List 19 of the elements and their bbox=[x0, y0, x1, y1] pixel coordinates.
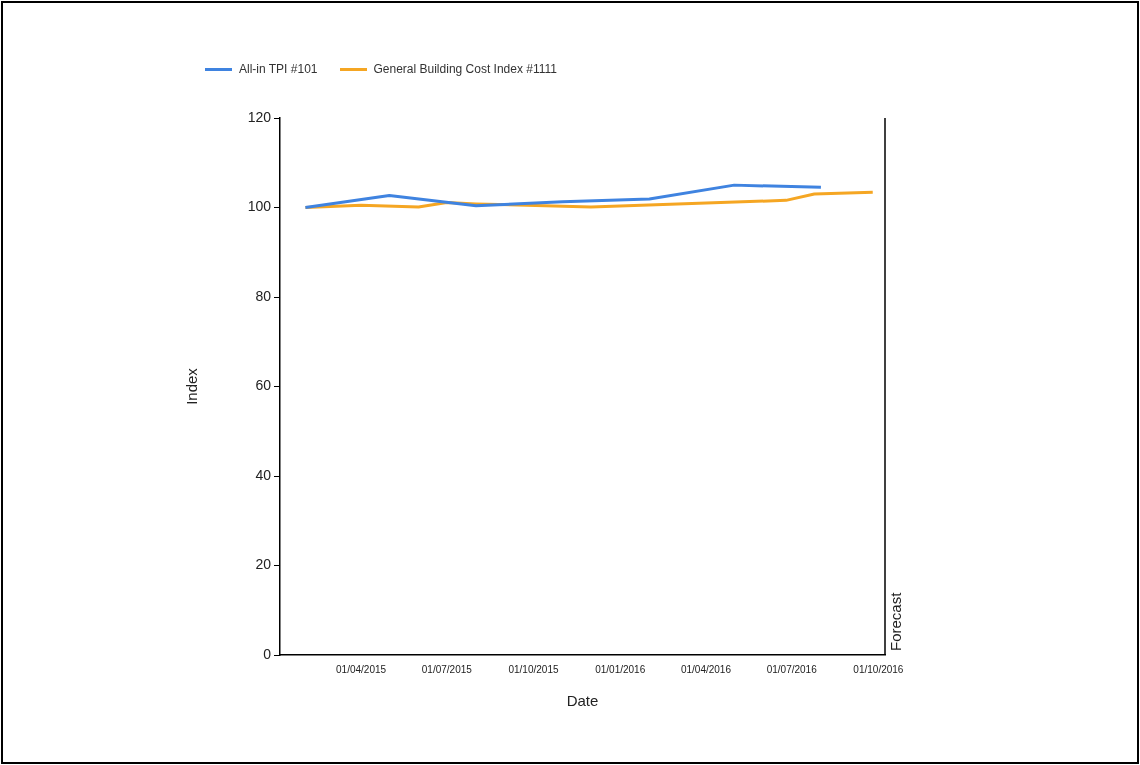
y-tick-label: 80 bbox=[255, 287, 272, 304]
y-tick-label: 20 bbox=[255, 556, 272, 573]
y-axis-title: Index bbox=[183, 367, 201, 405]
x-tick-label: 01/07/2015 bbox=[421, 663, 473, 675]
x-tick-label: 01/01/2016 bbox=[595, 663, 646, 675]
x-axis-title: Date bbox=[566, 692, 599, 710]
y-tick-label: 60 bbox=[255, 377, 272, 394]
x-tick-label: 01/07/2016 bbox=[766, 663, 818, 675]
y-tick-label: 40 bbox=[255, 466, 272, 483]
ref-line-label: Forecast bbox=[887, 591, 904, 651]
x-tick-label: 01/04/2016 bbox=[680, 663, 732, 675]
y-tick-label: 0 bbox=[263, 645, 272, 662]
x-tick-label: 01/10/2016 bbox=[853, 663, 904, 675]
x-tick-label: 01/04/2015 bbox=[336, 663, 387, 675]
y-tick-label: 100 bbox=[247, 198, 272, 215]
legend-label: All-in TPI #101 bbox=[239, 62, 318, 76]
x-tick-label: 01/10/2015 bbox=[508, 663, 559, 675]
y-tick-label: 120 bbox=[247, 108, 272, 125]
legend-label: General Building Cost Index #1111 bbox=[373, 62, 557, 76]
